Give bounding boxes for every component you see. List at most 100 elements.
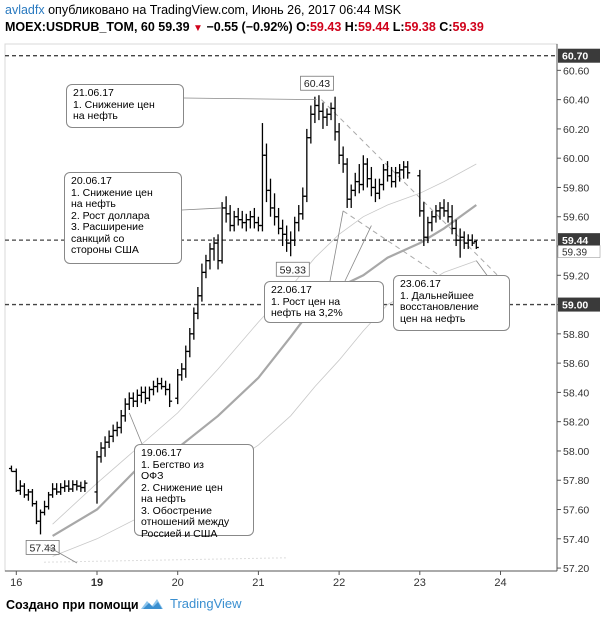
ohlc-bar	[308, 105, 314, 144]
ohlc-bar	[54, 483, 60, 495]
ohlc-bar	[336, 123, 342, 165]
trendline-dotted	[44, 557, 287, 563]
ohlc-bar	[457, 228, 463, 258]
ohlc-bar	[453, 219, 459, 247]
ohlc-bar	[50, 483, 56, 498]
ohlc-bar	[473, 240, 479, 249]
ohlc-bar	[130, 392, 136, 408]
ohlc-bar	[199, 263, 205, 302]
price-label-box	[25, 540, 60, 555]
x-tick-label: 20	[172, 577, 184, 589]
chart-header-line2: MOEX:USDRUB_TOM, 60 59.39 ▼ −0.55 (−0.92…	[5, 20, 484, 34]
x-tick-label: 22	[333, 577, 345, 589]
ohlc-bar	[17, 480, 23, 495]
x-tick-label: 19	[91, 577, 103, 589]
ohlc-bar	[227, 205, 233, 232]
ohlc-bar	[106, 430, 112, 449]
ohlc-bar	[191, 307, 197, 340]
ohlc-bar	[449, 205, 455, 235]
ohlc-bar	[134, 389, 140, 408]
ohlc-bar	[142, 386, 148, 405]
ohlc-bar	[8, 465, 14, 473]
ohlc-bar	[146, 386, 152, 402]
ohlc-bar	[159, 377, 165, 390]
x-tick-label: 21	[252, 577, 264, 589]
author-link[interactable]: avladfx	[5, 3, 45, 17]
ohlc-bar	[380, 164, 386, 191]
ohlc-bar	[247, 210, 253, 229]
ohlc-bar	[364, 158, 370, 188]
ohlc-bar	[376, 178, 382, 200]
level-tag	[558, 48, 600, 63]
close-label: C:	[439, 20, 453, 34]
ohlc-bar	[356, 164, 362, 194]
ohlc-bar	[235, 207, 241, 226]
ohlc-bar	[138, 386, 144, 403]
trendline-upper	[321, 99, 501, 279]
ohlc-bar	[42, 500, 48, 516]
y-tick-label: 60.20	[563, 124, 589, 136]
callout-pointer	[44, 544, 78, 564]
ohlc-bar	[348, 184, 354, 208]
ohlc-bar	[203, 254, 209, 279]
ohlc-bar	[98, 442, 104, 463]
ohlc-bar	[183, 345, 189, 378]
y-tick-label: 59.80	[563, 182, 589, 194]
ohlc-bar	[276, 207, 282, 235]
ohlc-bar	[328, 102, 334, 121]
level-tag	[558, 297, 600, 312]
ohlc-bar	[187, 327, 193, 358]
ohlc-bar	[25, 489, 31, 501]
price-label-box	[300, 75, 334, 91]
callout-pointer	[329, 210, 344, 282]
ohlc-bar	[405, 161, 411, 179]
last-price-tag	[557, 245, 601, 258]
price-change: −0.55 (−0.92%)	[206, 20, 293, 34]
price-label-box	[275, 261, 310, 277]
ohlc-bar	[320, 102, 326, 129]
ohlc-bar	[417, 169, 423, 217]
ohlc-bar	[280, 219, 286, 247]
high-label: H:	[344, 20, 358, 34]
level-tag	[558, 233, 600, 248]
ohlc-bar	[110, 424, 116, 443]
ohlc-bar	[465, 234, 471, 249]
y-tick-label: 60.00	[563, 153, 589, 165]
callout-23-06: 23.06.17 1. Дальнейшее восстановление це…	[393, 275, 510, 331]
callout-pointer	[183, 97, 317, 101]
ohlc-bar	[429, 210, 435, 232]
y-tick-label: 57.40	[563, 534, 589, 546]
chart-header-line1: avladfx опубликовано на TradingView.com,…	[5, 3, 401, 17]
ohlc-bar	[70, 480, 76, 492]
tradingview-brand[interactable]: TradingView	[140, 596, 242, 611]
ohlc-bar	[179, 363, 185, 381]
close-value: 59.39	[452, 20, 484, 34]
ohlc-bar	[268, 178, 274, 217]
y-tick-label: 57.80	[563, 475, 589, 487]
ohlc-bar	[340, 146, 346, 173]
open-label: O:	[296, 20, 310, 34]
ohlc-bar	[122, 398, 128, 422]
ohlc-bar	[344, 158, 350, 208]
ohlc-bar	[304, 128, 310, 203]
ohlc-bar	[300, 187, 306, 220]
callout-21-06: 21.06.17 1. Снижение цен на нефть	[66, 84, 184, 128]
y-tick-label: 58.80	[563, 329, 589, 341]
ohlc-bar	[441, 199, 447, 217]
symbol-label: MOEX:USDRUB_TOM, 60	[5, 20, 155, 34]
ohlc-bar	[219, 202, 225, 264]
y-tick-label: 59.60	[563, 212, 589, 224]
x-tick-label: 23	[414, 577, 426, 589]
low-value: 59.38	[404, 20, 436, 34]
ohlc-bar	[223, 196, 229, 223]
ohlc-bar	[114, 421, 120, 437]
y-tick-label: 57.60	[563, 505, 589, 517]
level-label: 59.44	[562, 235, 588, 247]
level-label: 60.70	[562, 51, 588, 63]
y-tick-label: 59.20	[563, 270, 589, 282]
ohlc-bar	[231, 210, 237, 232]
x-tick-label: 24	[494, 577, 506, 589]
down-arrow-icon: ▼	[193, 23, 203, 34]
ohlc-bar	[288, 231, 294, 257]
callout-20-06: 20.06.17 1. Снижение цен на нефть 2. Рос…	[64, 172, 182, 264]
